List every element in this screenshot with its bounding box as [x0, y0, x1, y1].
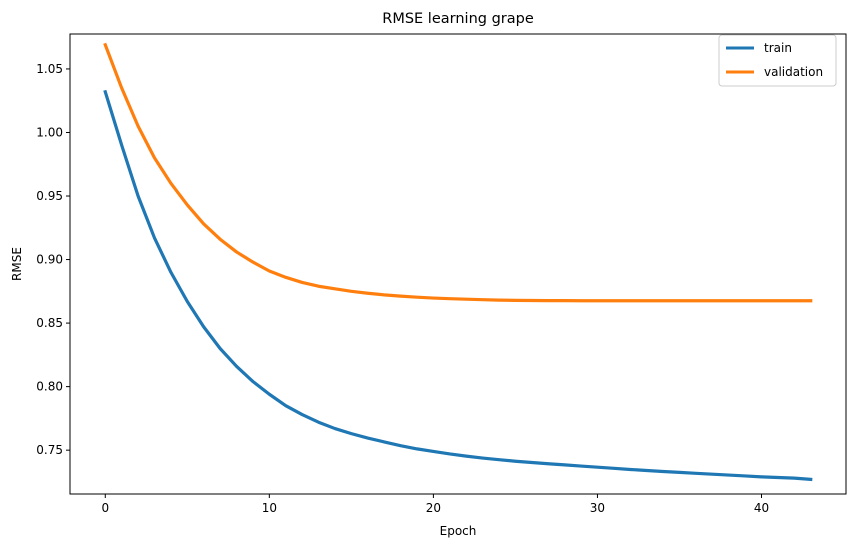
series-line-validation	[103, 42, 813, 303]
x-axis-label: Epoch	[440, 524, 477, 538]
y-tick-label: 0.90	[36, 253, 63, 267]
y-tick-label: 1.05	[36, 62, 63, 76]
chart-title: RMSE learning grape	[382, 11, 534, 27]
y-tick-label: 0.95	[36, 189, 63, 203]
y-tick-label: 1.00	[36, 125, 63, 139]
y-axis: 0.75 0.80 0.85 0.90 0.95 1.00 1.05	[36, 62, 70, 457]
plot-area: 0 10 20 30 40 0.75 0.80 0.85 0.90 0.95 1.00 1.05	[36, 33, 847, 515]
series-lines	[103, 42, 813, 482]
y-axis-label: RMSE	[10, 247, 24, 281]
axes-frame	[69, 33, 847, 495]
x-tick-label: 40	[754, 501, 769, 515]
x-tick-label: 30	[590, 501, 605, 515]
series-line-train	[103, 89, 813, 482]
y-tick-label: 0.75	[36, 443, 63, 457]
legend-label-validation: validation	[764, 65, 823, 79]
x-tick-label: 20	[426, 501, 441, 515]
x-axis: 0 10 20 30 40	[101, 494, 769, 515]
legend-label-train: train	[764, 41, 792, 55]
legend: train validation	[718, 34, 837, 87]
y-tick-label: 0.85	[36, 316, 63, 330]
x-tick-label: 10	[262, 501, 277, 515]
x-tick-label: 0	[101, 501, 109, 515]
y-tick-label: 0.80	[36, 380, 63, 394]
